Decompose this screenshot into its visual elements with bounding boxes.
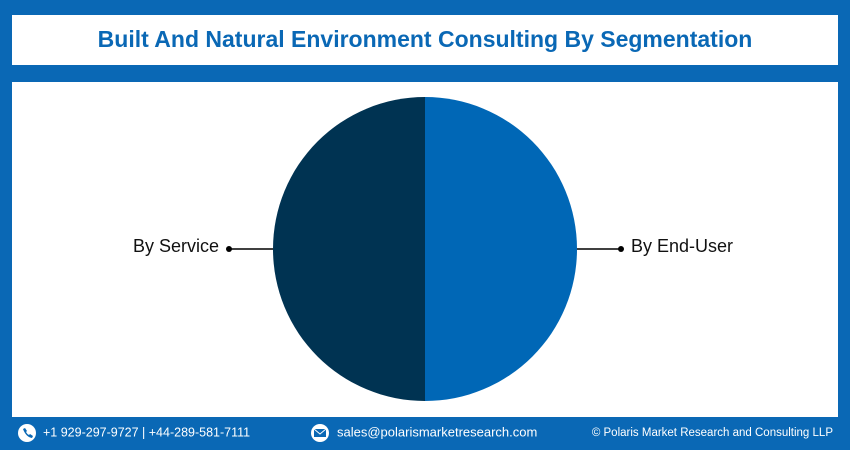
email-flap bbox=[313, 428, 327, 435]
phone-icon bbox=[18, 424, 36, 442]
leader-dot bbox=[226, 246, 232, 252]
footer-copyright: © Polaris Market Research and Consulting… bbox=[592, 427, 833, 439]
pie-slice bbox=[273, 97, 425, 401]
title-box bbox=[12, 15, 838, 65]
pie-slice bbox=[425, 97, 577, 401]
footer-phone: +1 929-297-9727 | +44-289-581-7111 bbox=[43, 425, 250, 439]
chart-title: Built And Natural Environment Consulting… bbox=[98, 26, 753, 52]
slice-label: By End-User bbox=[631, 236, 733, 256]
leader-dot bbox=[618, 246, 624, 252]
phone-glyph bbox=[23, 428, 33, 438]
footer-email: sales@polarismarketresearch.com bbox=[337, 424, 537, 439]
pie: By End-User By Service bbox=[133, 97, 733, 401]
slice-label: By Service bbox=[133, 236, 219, 256]
email-glyph bbox=[314, 429, 326, 437]
